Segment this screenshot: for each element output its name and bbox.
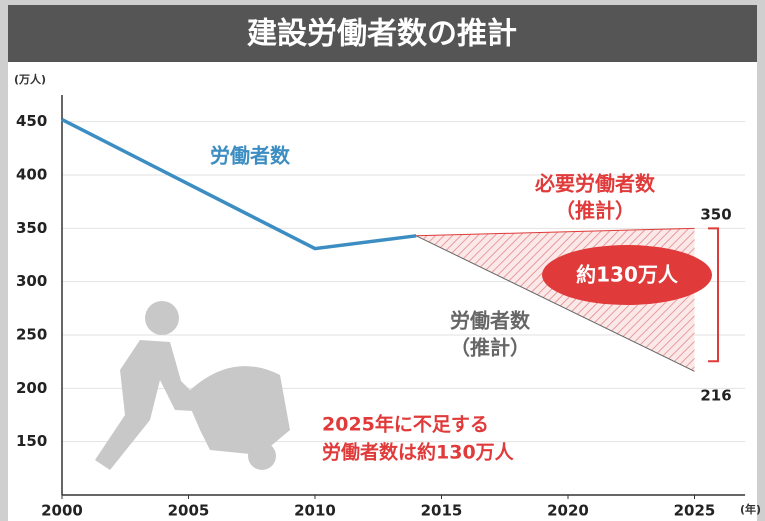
series-label: （推計） [555, 199, 635, 223]
gap-bracket [708, 227, 719, 363]
x-tick-label: 2020 [547, 502, 589, 520]
y-tick-label: 400 [16, 166, 47, 184]
series-label: 労働者数 [210, 144, 291, 168]
x-tick-label: 2005 [168, 502, 210, 520]
y-tick-label: 350 [16, 219, 47, 237]
x-tick-label: 2025 [674, 502, 716, 520]
y-tick-label: 200 [16, 379, 47, 397]
gap-badge [542, 245, 712, 305]
series-line [416, 227, 695, 237]
y-tick-label: 300 [16, 272, 47, 290]
series-label: 労働者数 [450, 309, 531, 333]
x-tick-label: 2015 [421, 502, 463, 520]
y-tick-label: 450 [16, 112, 47, 130]
worker-icon [95, 301, 290, 470]
gap-label: 約130万人 [576, 263, 679, 287]
x-tick-label: 2010 [294, 502, 336, 520]
x-tick-label: 2000 [41, 502, 83, 520]
y-unit: (万人) [14, 72, 46, 86]
chart-title: 建設労働者数の推計 [247, 17, 517, 52]
x-unit: (年) [740, 502, 761, 516]
series-label: （推計） [450, 336, 530, 360]
series-label: 必要労働者数 [534, 172, 656, 196]
value-label: 350 [700, 206, 731, 224]
note: 2025年に不足する [322, 413, 489, 436]
series-line [61, 117, 417, 251]
note: 労働者数は約130万人 [322, 441, 515, 464]
y-tick-label: 150 [16, 432, 47, 450]
value-label: 216 [700, 387, 731, 405]
title-bar [8, 5, 757, 62]
y-tick-label: 250 [16, 326, 47, 344]
series-line [415, 235, 695, 372]
